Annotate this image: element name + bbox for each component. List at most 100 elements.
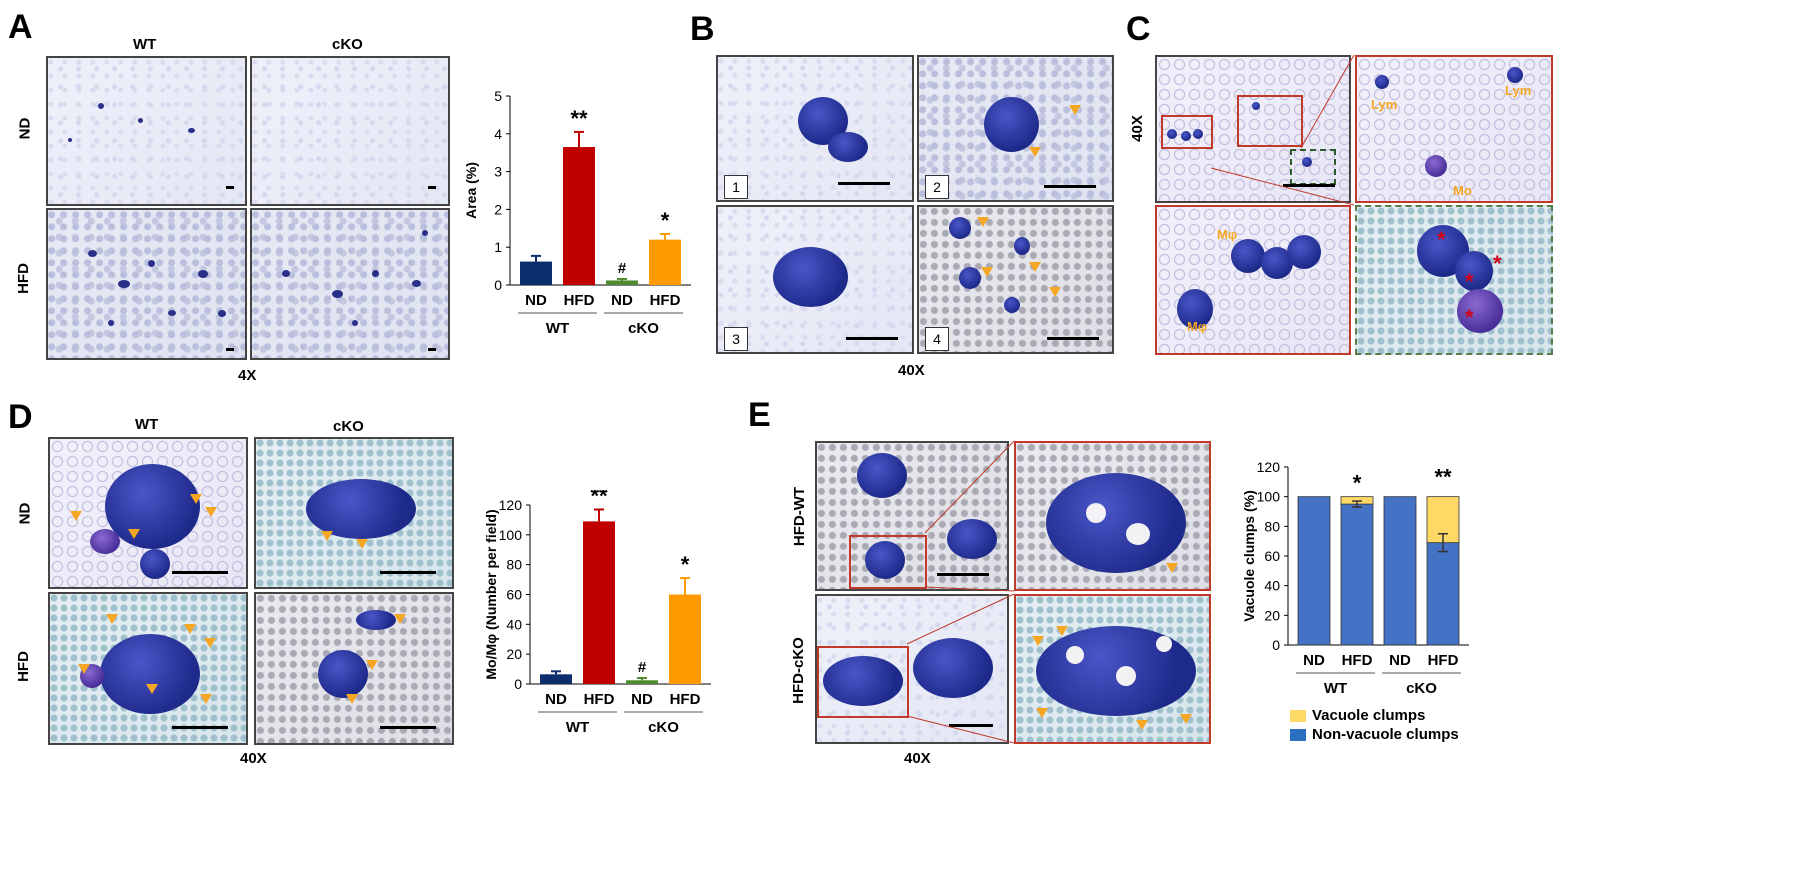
significance-marker: ** xyxy=(590,490,608,508)
legend-vacuole: Vacuole clumps xyxy=(1290,707,1425,724)
micrograph-c-zoom-lym: Lym Lym Mo xyxy=(1355,55,1553,203)
group-label: WT xyxy=(566,719,589,736)
bar xyxy=(540,674,572,684)
category-label: HFD xyxy=(564,292,595,309)
significance-marker: # xyxy=(618,260,627,277)
category-label: ND xyxy=(1389,652,1411,669)
bar-segment xyxy=(1340,503,1374,646)
bar xyxy=(520,261,552,285)
zoom-connectors-c xyxy=(1210,55,1355,206)
micrograph-b-2: 2 xyxy=(917,55,1114,202)
legend-nonvacuole: Non-vacuole clumps xyxy=(1290,726,1459,743)
significance-marker: * xyxy=(1353,471,1362,496)
bar xyxy=(583,521,615,684)
y-axis-label: Vacuole clumps (%) xyxy=(1241,490,1257,621)
chart-a: 0 1 2 3 4 5 Area (%) ND ** HFD # ND * HFD WT cKO xyxy=(463,88,691,335)
y-tick-label: 5 xyxy=(494,88,502,104)
micrograph-d-cko-hfd xyxy=(254,592,454,745)
magnification-c: 40X xyxy=(1128,115,1146,142)
bar xyxy=(649,239,681,285)
group-label: cKO xyxy=(1406,680,1437,697)
magnification-e: 40X xyxy=(904,750,931,767)
category-label: HFD xyxy=(670,691,701,708)
category-label: HFD xyxy=(1428,652,1459,669)
micrograph-c-zoom-vacuole: * * * * xyxy=(1355,205,1553,355)
y-tick-label: 80 xyxy=(1264,518,1280,534)
row-label-hfd-cko: HFD-cKO xyxy=(789,637,807,704)
y-axis-label: Area (%) xyxy=(463,162,479,219)
bar xyxy=(563,147,595,285)
col-label-cko-d: cKO xyxy=(333,418,364,435)
vacuole-star-3: * xyxy=(1493,251,1502,276)
magnification-a: 4X xyxy=(238,367,257,384)
y-tick-label: 120 xyxy=(499,497,523,513)
category-label: ND xyxy=(1303,652,1325,669)
label-mphi-2: Mφ xyxy=(1187,319,1208,334)
micrograph-a-wt-hfd xyxy=(46,208,247,360)
y-tick-label: 3 xyxy=(494,164,502,180)
micrograph-a-cko-hfd xyxy=(250,208,450,360)
y-axis-label: Mo/Mφ (Number per field) xyxy=(483,509,499,679)
magnification-b: 40X xyxy=(898,362,925,379)
micrograph-d-wt-hfd xyxy=(48,592,248,745)
legend-swatch-nonvacuole xyxy=(1290,728,1306,741)
micrograph-e-wt-zoom xyxy=(1014,441,1211,591)
panel-letter-e: E xyxy=(748,396,771,434)
image-number-4: 4 xyxy=(925,327,949,351)
legend-label-vacuole: Vacuole clumps xyxy=(1312,707,1426,724)
row-label-hfd: HFD xyxy=(14,263,32,294)
panel-letter-a: A xyxy=(8,8,33,46)
bar-segment xyxy=(1383,496,1417,646)
y-tick-label: 60 xyxy=(1264,548,1280,564)
y-tick-label: 0 xyxy=(514,676,522,692)
y-tick-label: 100 xyxy=(499,527,523,543)
category-label: HFD xyxy=(650,292,681,309)
group-label: cKO xyxy=(648,719,679,736)
y-tick-label: 0 xyxy=(1272,637,1280,653)
col-label-wt-d: WT xyxy=(135,416,159,433)
micrograph-d-cko-nd xyxy=(254,437,454,589)
label-mphi-1: Mφ xyxy=(1217,227,1238,242)
vacuole-star-1: * xyxy=(1437,227,1446,252)
y-tick-label: 100 xyxy=(1257,489,1281,505)
image-number-3: 3 xyxy=(724,327,748,351)
y-tick-label: 60 xyxy=(506,587,522,603)
micrograph-c-zoom-mphi: Mφ Mφ xyxy=(1155,205,1351,355)
y-tick-label: 20 xyxy=(1264,607,1280,623)
y-tick-label: 120 xyxy=(1257,459,1281,475)
zoom-connectors-e xyxy=(906,441,1015,744)
col-label-cko: cKO xyxy=(332,36,363,53)
vacuole-star-4: * xyxy=(1465,305,1474,330)
micrograph-a-wt-nd xyxy=(46,56,247,206)
category-label: HFD xyxy=(584,691,615,708)
category-label: ND xyxy=(611,292,633,309)
y-tick-label: 2 xyxy=(494,201,502,217)
panel-letter-b: B xyxy=(690,10,715,48)
bar xyxy=(606,280,638,285)
micrograph-e-cko-zoom xyxy=(1014,594,1211,744)
category-label: ND xyxy=(631,691,653,708)
y-tick-label: 0 xyxy=(494,277,502,293)
bar-segment xyxy=(1426,542,1460,646)
bar xyxy=(669,594,701,684)
label-mo: Mo xyxy=(1453,183,1472,198)
significance-marker: * xyxy=(661,208,670,233)
micrograph-b-1: 1 xyxy=(716,55,914,202)
y-tick-label: 1 xyxy=(494,239,502,255)
image-number-2: 2 xyxy=(925,175,949,199)
micrograph-e-wt-overview xyxy=(815,441,1009,591)
y-tick-label: 20 xyxy=(506,646,522,662)
row-label-hfd-wt: HFD-WT xyxy=(791,486,809,547)
group-label: WT xyxy=(1324,680,1347,697)
category-label: ND xyxy=(525,292,547,309)
panel-letter-c: C xyxy=(1126,10,1151,48)
micrograph-d-wt-nd xyxy=(48,437,248,589)
magnification-d: 40X xyxy=(240,750,267,767)
significance-marker: * xyxy=(681,552,690,577)
category-label: HFD xyxy=(1342,652,1373,669)
bar-segment xyxy=(1297,496,1331,646)
label-lym-2: Lym xyxy=(1505,83,1532,98)
image-number-1: 1 xyxy=(724,175,748,199)
group-label: cKO xyxy=(628,320,659,335)
